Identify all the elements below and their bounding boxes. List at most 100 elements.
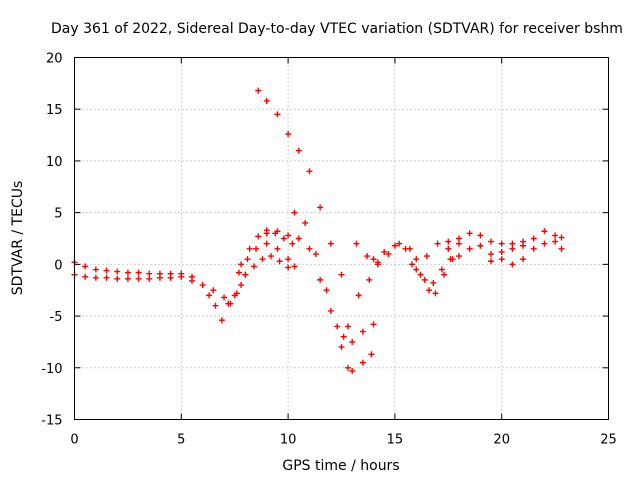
data-point	[124, 269, 131, 276]
data-point	[274, 111, 281, 118]
data-point	[291, 209, 298, 216]
data-point	[263, 240, 270, 247]
data-point	[421, 276, 428, 283]
y-tick-label: -10	[41, 362, 62, 377]
series-steep-low	[263, 228, 351, 371]
data-point	[370, 256, 377, 263]
data-point	[374, 259, 381, 266]
series-steep-high	[255, 87, 345, 278]
series-early-band-lower	[71, 271, 195, 284]
data-point	[285, 232, 292, 239]
x-tick-label: 15	[387, 433, 404, 448]
data-point	[302, 219, 309, 226]
data-point	[244, 256, 251, 263]
data-point	[334, 323, 341, 330]
data-point	[317, 276, 324, 283]
data-point	[558, 245, 565, 252]
series-mid-upper	[370, 238, 462, 263]
y-axis-label: SDTVAR / TECUs	[10, 181, 26, 296]
data-point	[285, 264, 292, 271]
data-point	[233, 290, 240, 297]
data-point	[327, 307, 334, 314]
data-point	[238, 282, 245, 289]
series-arc-lower	[242, 253, 292, 278]
data-point	[146, 270, 153, 277]
data-point	[349, 338, 356, 345]
y-tick-label: -15	[41, 414, 62, 429]
data-point	[227, 300, 234, 307]
data-point	[498, 248, 505, 255]
data-point	[146, 275, 153, 282]
data-point	[558, 234, 565, 241]
data-point	[438, 266, 445, 273]
data-point	[434, 240, 441, 247]
data-point	[530, 235, 537, 242]
data-points	[71, 87, 565, 374]
data-point	[289, 240, 296, 247]
data-point	[235, 269, 242, 276]
series-late-bottom	[488, 256, 527, 268]
data-point	[285, 131, 292, 138]
data-point	[364, 253, 371, 260]
data-point	[402, 245, 409, 252]
data-point	[426, 287, 433, 294]
data-point	[477, 242, 484, 249]
series-recovery-b	[349, 351, 375, 374]
series-dip-mid	[291, 209, 347, 340]
data-point	[250, 263, 257, 270]
data-point	[317, 204, 324, 211]
data-point	[391, 242, 398, 249]
series-arc-mid	[235, 240, 298, 276]
data-point	[295, 147, 302, 154]
y-tick-label: 5	[54, 207, 62, 222]
y-tick-label: 10	[46, 155, 63, 170]
data-point	[338, 344, 345, 351]
y-tick-label: 15	[46, 103, 63, 118]
data-point	[432, 290, 439, 297]
data-point	[92, 274, 99, 281]
data-point	[135, 269, 142, 276]
data-point	[359, 328, 366, 335]
data-point	[135, 275, 142, 282]
data-point	[82, 263, 89, 270]
y-tick-label: 20	[46, 52, 63, 67]
data-point	[368, 351, 375, 358]
data-point	[291, 263, 298, 270]
series-drop-7h	[210, 287, 240, 307]
data-point	[530, 245, 537, 252]
data-point	[520, 256, 527, 263]
data-point	[263, 230, 270, 237]
data-point	[477, 232, 484, 239]
data-point	[366, 276, 373, 283]
data-point	[295, 235, 302, 242]
data-point	[509, 245, 516, 252]
data-point	[355, 292, 362, 299]
series-recovery-a	[349, 321, 377, 345]
data-point	[210, 287, 217, 294]
data-point	[156, 274, 163, 281]
data-point	[103, 267, 110, 274]
data-point	[552, 232, 559, 239]
data-point	[441, 271, 448, 278]
data-point	[221, 294, 228, 301]
data-point	[306, 245, 313, 252]
data-point	[167, 274, 174, 281]
data-point	[520, 242, 527, 249]
data-point	[199, 282, 206, 289]
data-point	[268, 253, 275, 260]
data-point	[423, 253, 430, 260]
x-axis-label: GPS time / hours	[282, 458, 399, 474]
data-point	[124, 275, 131, 282]
data-point	[488, 238, 495, 245]
x-tick-label: 20	[493, 433, 510, 448]
data-point	[541, 228, 548, 235]
series-late-upper	[445, 228, 565, 252]
data-point	[417, 271, 424, 278]
data-point	[178, 273, 185, 280]
plot-frame	[74, 57, 609, 420]
x-tick-label: 25	[600, 433, 617, 448]
data-point	[327, 240, 334, 247]
data-point	[509, 240, 516, 247]
data-point	[353, 240, 360, 247]
data-point	[408, 261, 415, 268]
